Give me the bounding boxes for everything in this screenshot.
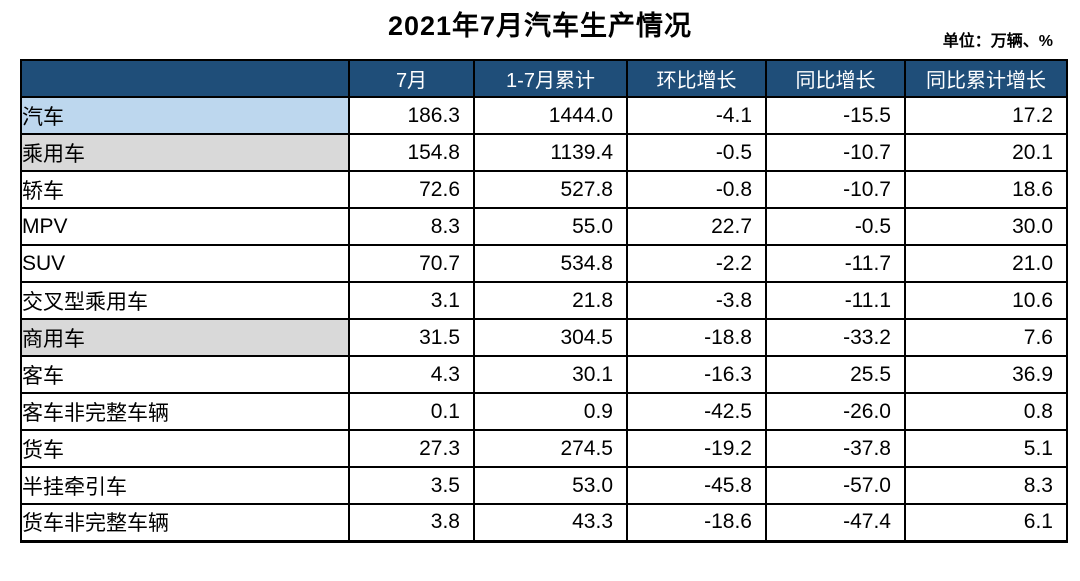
value-cell: 43.3 [473,503,628,543]
table-row: 乘用车 154.8 1139.4 -0.5 -10.7 20.1 [20,133,1068,172]
table-row: 半挂牵引车 3.5 53.0 -45.8 -57.0 8.3 [20,466,1068,505]
row-label: SUV [20,244,350,283]
page-title: 2021年7月汽车生产情况 [387,11,693,41]
value-cell: -18.8 [626,318,767,357]
value-cell: -11.1 [765,281,906,320]
value-cell: 5.1 [904,429,1068,468]
value-cell: -11.7 [765,244,906,283]
row-label: 轿车 [20,170,350,209]
value-cell: 7.6 [904,318,1068,357]
table-row: 货车非完整车辆 3.8 43.3 -18.6 -47.4 6.1 [20,503,1068,543]
value-cell: -18.6 [626,503,767,543]
table-body: 汽车 186.3 1444.0 -4.1 -15.5 17.2 乘用车 154.8 1139.4… [20,96,1068,543]
table-header: 7月 1-7月累计 环比增长 同比增长 同比累计增长 [20,59,1068,98]
value-cell: 0.1 [348,392,475,431]
value-cell: 3.5 [348,466,475,505]
corner-cell [20,59,350,98]
value-cell: 527.8 [473,170,628,209]
value-cell: -45.8 [626,466,767,505]
value-cell: -0.8 [626,170,767,209]
value-cell: 6.1 [904,503,1068,543]
row-label: 货车 [20,429,350,468]
value-cell: -3.8 [626,281,767,320]
unit-note: 单位：万辆、% [942,33,1053,50]
row-label: 商用车 [20,318,350,357]
table-row: SUV 70.7 534.8 -2.2 -11.7 21.0 [20,244,1068,283]
value-cell: 154.8 [348,133,475,172]
value-cell: 55.0 [473,207,628,246]
value-cell: 1139.4 [473,133,628,172]
value-cell: 72.6 [348,170,475,209]
value-cell: 30.1 [473,355,628,394]
row-label: MPV [20,207,350,246]
value-cell: 1444.0 [473,96,628,135]
value-cell: 186.3 [348,96,475,135]
value-cell: 18.6 [904,170,1068,209]
value-cell: 53.0 [473,466,628,505]
value-cell: -57.0 [765,466,906,505]
value-cell: 70.7 [348,244,475,283]
value-cell: 274.5 [473,429,628,468]
value-cell: 534.8 [473,244,628,283]
value-cell: 3.8 [348,503,475,543]
row-label: 乘用车 [20,133,350,172]
value-cell: 22.7 [626,207,767,246]
table-row: 商用车 31.5 304.5 -18.8 -33.2 7.6 [20,318,1068,357]
table-row: 货车 27.3 274.5 -19.2 -37.8 5.1 [20,429,1068,468]
value-cell: -0.5 [765,207,906,246]
value-cell: 0.9 [473,392,628,431]
value-cell: 25.5 [765,355,906,394]
value-cell: -33.2 [765,318,906,357]
column-header: 1-7月累计 [473,59,628,98]
value-cell: 304.5 [473,318,628,357]
value-cell: 27.3 [348,429,475,468]
value-cell: -19.2 [626,429,767,468]
value-cell: -37.8 [765,429,906,468]
production-table: 7月 1-7月累计 环比增长 同比增长 同比累计增长 汽车 186.3 1444.0 -4.1… [20,59,1068,543]
row-label: 半挂牵引车 [20,466,350,505]
row-label: 汽车 [20,96,350,135]
value-cell: -15.5 [765,96,906,135]
column-header: 同比增长 [765,59,906,98]
value-cell: 21.8 [473,281,628,320]
value-cell: 17.2 [904,96,1068,135]
value-cell: -0.5 [626,133,767,172]
column-header: 7月 [348,59,475,98]
value-cell: -10.7 [765,133,906,172]
value-cell: 20.1 [904,133,1068,172]
table-row: 交叉型乘用车 3.1 21.8 -3.8 -11.1 10.6 [20,281,1068,320]
value-cell: 30.0 [904,207,1068,246]
value-cell: 10.6 [904,281,1068,320]
value-cell: 21.0 [904,244,1068,283]
row-label: 客车 [20,355,350,394]
value-cell: -42.5 [626,392,767,431]
value-cell: -2.2 [626,244,767,283]
table-row: 汽车 186.3 1444.0 -4.1 -15.5 17.2 [20,96,1068,135]
table-header-row: 7月 1-7月累计 环比增长 同比增长 同比累计增长 [20,59,1068,98]
table-row: MPV 8.3 55.0 22.7 -0.5 30.0 [20,207,1068,246]
table-row: 客车 4.3 30.1 -16.3 25.5 36.9 [20,355,1068,394]
value-cell: -10.7 [765,170,906,209]
column-header: 环比增长 [626,59,767,98]
value-cell: 8.3 [348,207,475,246]
value-cell: 31.5 [348,318,475,357]
value-cell: 8.3 [904,466,1068,505]
row-label: 交叉型乘用车 [20,281,350,320]
value-cell: -16.3 [626,355,767,394]
value-cell: 4.3 [348,355,475,394]
value-cell: 36.9 [904,355,1068,394]
value-cell: -47.4 [765,503,906,543]
value-cell: -4.1 [626,96,767,135]
table-row: 轿车 72.6 527.8 -0.8 -10.7 18.6 [20,170,1068,209]
row-label: 客车非完整车辆 [20,392,350,431]
row-label: 货车非完整车辆 [20,503,350,543]
value-cell: -26.0 [765,392,906,431]
table-row: 客车非完整车辆 0.1 0.9 -42.5 -26.0 0.8 [20,392,1068,431]
column-header: 同比累计增长 [904,59,1068,98]
value-cell: 3.1 [348,281,475,320]
value-cell: 0.8 [904,392,1068,431]
